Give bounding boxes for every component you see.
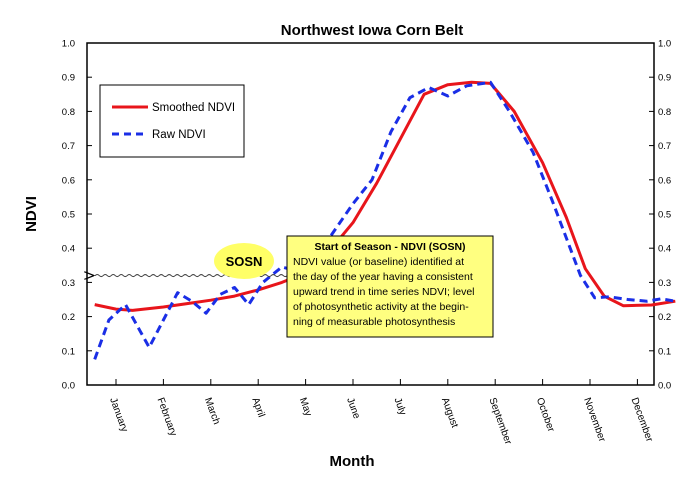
y-tick-label-right: 1.0 xyxy=(658,39,671,50)
annotation-line-3: upward trend in time series NDVI; level xyxy=(293,286,475,298)
x-tick-label: March xyxy=(202,396,222,426)
legend: Smoothed NDVI Raw NDVI xyxy=(99,84,245,158)
annotation-line-2: the day of the year having a consistent xyxy=(293,271,473,283)
y-tick-label-left: 0.1 xyxy=(62,346,75,357)
x-axis-label: Month xyxy=(330,453,375,470)
x-tick-label: June xyxy=(344,396,362,421)
y-tick-label-left: 0.4 xyxy=(62,244,75,255)
sosn-baseline-arrow xyxy=(93,275,300,277)
legend-label-raw: Raw NDVI xyxy=(152,129,206,141)
sosn-annotation: Start of Season - NDVI (SOSN) NDVI value… xyxy=(286,235,494,338)
y-tick-label-right: 0.0 xyxy=(658,381,671,392)
x-tick-label: September xyxy=(486,396,513,446)
y-tick-label-left: 0.2 xyxy=(62,312,75,323)
annotation-box xyxy=(286,235,494,338)
y-tick-label-right: 0.3 xyxy=(658,278,671,289)
legend-box xyxy=(99,84,245,158)
x-tick-label: May xyxy=(297,396,314,418)
y-tick-label-left: 1.0 xyxy=(62,39,75,50)
series-layer xyxy=(93,80,676,360)
y-tick-label-right: 0.5 xyxy=(658,210,671,221)
y-tick-label-left: 0.9 xyxy=(62,73,75,84)
series-line-smoothed-ndvi xyxy=(94,80,676,312)
x-tick-label: July xyxy=(392,396,408,416)
y-tick-label-left: 0.3 xyxy=(62,278,75,289)
y-tick-label-right: 0.1 xyxy=(658,346,671,357)
x-tick-label: October xyxy=(534,396,557,434)
y-tick-label-right: 0.8 xyxy=(658,107,671,118)
y-tick-label-left: 0.6 xyxy=(62,175,75,186)
series-line-raw-ndvi xyxy=(93,80,676,360)
y-axis-left: 0.0 0.1 0.2 0.3 0.4 0.5 0.6 0.7 0.8 0.9 1.0 xyxy=(62,39,92,392)
x-tick-label: August xyxy=(439,396,460,429)
legend-label-smoothed: Smoothed NDVI xyxy=(152,102,235,114)
x-tick-label: January xyxy=(107,396,130,433)
y-axis-label: NDVI xyxy=(23,196,40,232)
x-tick-label: April xyxy=(249,396,266,419)
y-tick-label-left: 0.7 xyxy=(62,141,75,152)
chart-title: Northwest Iowa Corn Belt xyxy=(281,22,464,39)
y-tick-label-left: 0.0 xyxy=(62,381,75,392)
y-tick-label-right: 0.9 xyxy=(658,73,671,84)
y-tick-label-right: 0.6 xyxy=(658,175,671,186)
x-axis: January February March April May June July Augu… xyxy=(107,379,655,447)
annotation-title: Start of Season - NDVI (SOSN) xyxy=(314,241,465,253)
sosn-label-bubble xyxy=(214,243,274,279)
y-axis-right: 0.0 0.1 0.2 0.3 0.4 0.5 0.6 0.7 0.8 0.9 1.0 xyxy=(649,39,671,392)
annotation-line-5: ning of measurable photosynthesis xyxy=(293,316,455,328)
sosn-label: SOSN xyxy=(226,254,263,269)
annotation-line-4: of photosynthetic activity at the begin- xyxy=(293,301,469,313)
x-tick-label: February xyxy=(155,396,179,437)
y-tick-label-left: 0.5 xyxy=(62,210,75,221)
y-tick-label-left: 0.8 xyxy=(62,107,75,118)
x-tick-label: December xyxy=(629,396,655,444)
annotation-line-1: NDVI value (or baseline) identified at xyxy=(293,256,464,268)
y-tick-label-right: 0.7 xyxy=(658,141,671,152)
y-tick-label-right: 0.4 xyxy=(658,244,671,255)
y-tick-label-right: 0.2 xyxy=(658,312,671,323)
x-tick-label: November xyxy=(581,396,607,444)
